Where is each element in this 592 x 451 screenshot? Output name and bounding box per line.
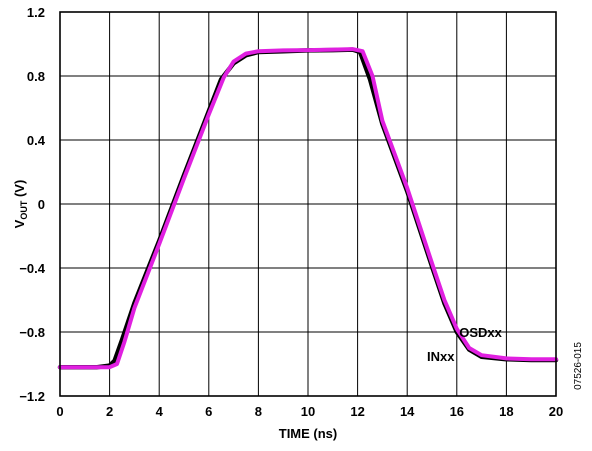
y-tick-label: −0.8	[19, 325, 45, 340]
y-tick-label: 1.2	[27, 5, 45, 20]
y-axis-title: VOUT (V)	[12, 180, 29, 229]
x-tick-label: 0	[56, 404, 63, 419]
x-tick-label: 10	[301, 404, 315, 419]
y-axis-title-unit: (V)	[12, 180, 27, 201]
x-tick-label: 20	[549, 404, 563, 419]
x-tick-label: 16	[450, 404, 464, 419]
x-tick-label: 2	[106, 404, 113, 419]
x-tick-label: 18	[499, 404, 513, 419]
x-tick-label: 14	[400, 404, 415, 419]
series-line-osdxx	[58, 47, 558, 370]
x-axis-title: TIME (ns)	[279, 426, 338, 441]
y-tick-label: −0.4	[19, 261, 45, 276]
plot-frame	[59, 11, 557, 397]
y-axis-title-main: V	[12, 219, 27, 228]
y-tick-label: 0.4	[27, 133, 46, 148]
y-tick-label: 0	[38, 197, 45, 212]
x-tick-label: 12	[350, 404, 364, 419]
y-tick-label: 0.8	[27, 69, 45, 84]
y-tick-labels: −1.2 −0.8 −0.4 0 0.4 0.8 1.2	[19, 5, 45, 404]
x-tick-label: 6	[205, 404, 212, 419]
figure-id: 07526-015	[573, 342, 584, 390]
x-tick-label: 4	[156, 404, 164, 419]
series-label-osdxx: OSDxx	[459, 325, 502, 340]
y-axis-title-sub: OUT	[19, 200, 29, 220]
series-label-inxx: INxx	[427, 349, 455, 364]
series-lines	[57, 47, 559, 370]
y-tick-label: −1.2	[19, 389, 45, 404]
x-tick-labels: 0 2 4 6 8 10 12 14 16 18 20	[56, 404, 563, 419]
x-tick-label: 8	[255, 404, 262, 419]
